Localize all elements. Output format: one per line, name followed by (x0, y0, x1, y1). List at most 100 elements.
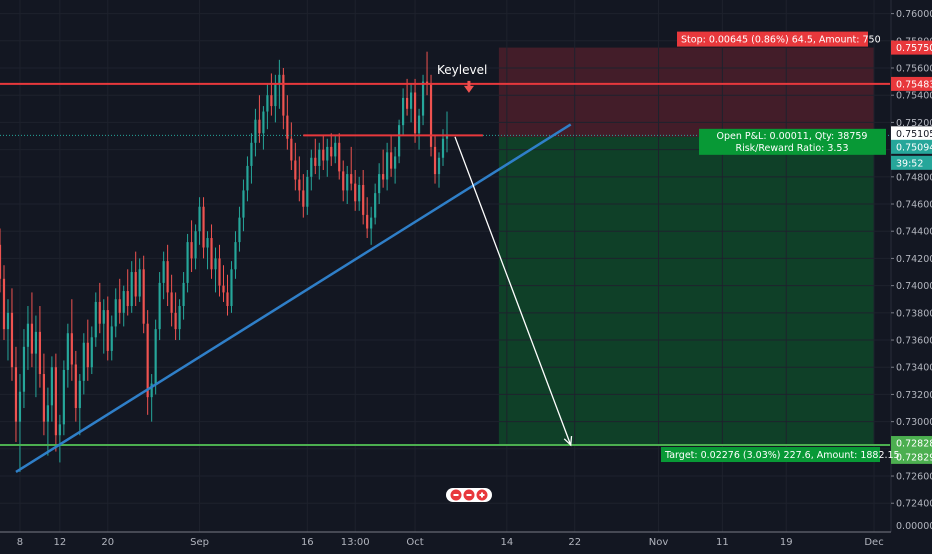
candle-body (0, 244, 2, 279)
candle-body (150, 383, 153, 398)
candle-body (286, 115, 289, 139)
candle-body (26, 323, 30, 347)
x-tick-label: 22 (568, 537, 581, 548)
candle-body (198, 206, 201, 232)
x-tick-label: 11 (716, 537, 729, 548)
y-tick-label: 0.72400 (896, 499, 932, 510)
candle-body (78, 380, 81, 409)
candle-body (326, 146, 329, 161)
y-tick-label: 0.73800 (896, 308, 932, 319)
target-price-tag: 0.72828 (896, 439, 932, 450)
candle-body (182, 282, 185, 307)
target-price-tag-bg (891, 436, 932, 451)
current-bid-tag-bg (891, 126, 932, 141)
support-price-tag-bg (891, 449, 932, 464)
candle-body (170, 292, 173, 313)
candle-body (142, 269, 145, 324)
x-tick-label: 12 (53, 537, 66, 548)
pnl-info-label-bg[interactable] (699, 128, 886, 155)
candle-body (274, 84, 277, 107)
candle-body (42, 374, 45, 422)
candle-body (429, 84, 433, 147)
x-tick-label: Sep (190, 537, 209, 548)
countdown-tag-bg (891, 155, 932, 170)
pnl-info-label[interactable]: Open P&L: 0.00011, Qty: 38759 (717, 131, 868, 142)
candle-body (46, 405, 49, 422)
time-axis-background (0, 532, 932, 550)
candle-body (346, 174, 349, 191)
candle-body (194, 231, 197, 259)
candle-body (58, 424, 61, 436)
candle-body (437, 157, 441, 175)
settings-icon-glyph (453, 494, 459, 496)
candle-body (278, 74, 281, 85)
candle-body (106, 310, 109, 351)
candle-body (174, 312, 177, 330)
candle-body (441, 138, 445, 158)
stop-info-label-bg[interactable] (677, 31, 868, 47)
candle-body (350, 174, 353, 184)
x-tick-label: Nov (649, 537, 669, 548)
stop-info-label[interactable]: Stop: 0.00645 (0.86%) 64.5, Amount: 750 (681, 35, 881, 46)
y-tick-label: 0.73000 (896, 417, 932, 428)
candle-body (306, 176, 309, 207)
candle-body (54, 367, 57, 436)
candle-body (338, 142, 341, 172)
y-tick-label: 0.75600 (896, 64, 932, 75)
stop-loss-zone[interactable] (498, 47, 875, 137)
candle-body (290, 138, 293, 161)
candle-body (34, 331, 38, 354)
candle-body (405, 97, 409, 109)
candle-body (178, 306, 181, 330)
candle-body (158, 282, 161, 330)
forecast-arrow-line[interactable] (454, 136, 572, 446)
keylevel-annotation[interactable]: Keylevel (437, 63, 487, 77)
candle-body (90, 337, 93, 368)
candle-body (401, 97, 405, 126)
candle-body (394, 156, 397, 169)
candle-body (413, 92, 417, 134)
candle-body (14, 367, 18, 422)
candle-body (374, 193, 377, 218)
candle-body (386, 152, 389, 180)
candle-body (370, 217, 373, 229)
target-info-label[interactable]: Target: 0.02276 (3.03%) 227.6, Amount: 1… (664, 450, 900, 461)
candle-body (186, 242, 189, 283)
candle-body (38, 331, 42, 375)
candle-body (262, 111, 265, 134)
candle-body (226, 292, 229, 307)
candle-body (390, 152, 393, 169)
target-info-label-bg[interactable] (661, 447, 880, 463)
candle-body (30, 323, 34, 354)
risk-reward-label[interactable]: Risk/Reward Ratio: 3.53 (735, 143, 848, 154)
x-tick-label: 19 (780, 537, 793, 548)
candle-body (130, 272, 133, 307)
down-arrow-icon (463, 85, 474, 93)
current-ask-tag-bg (891, 139, 932, 154)
candle-body (138, 269, 141, 297)
candle-body (362, 184, 365, 215)
candle-body (202, 206, 205, 248)
candle-body (218, 258, 221, 286)
candle-body (118, 299, 121, 313)
candle-body (110, 326, 113, 351)
y-zero-label: 0.00000 (896, 521, 932, 532)
candle-body (246, 165, 249, 191)
trendline[interactable] (15, 123, 572, 474)
y-tick-label: 0.74200 (896, 254, 932, 265)
y-tick-label: 0.73200 (896, 390, 932, 401)
candle-body (190, 242, 193, 259)
candle-body (314, 157, 317, 166)
candle-body (234, 242, 237, 270)
alert-icon-glyph (466, 494, 472, 496)
candle-body (322, 149, 325, 161)
take-profit-zone[interactable] (498, 136, 875, 446)
x-tick-label: Dec (864, 537, 883, 548)
candle-body (86, 342, 89, 368)
candle-body (82, 342, 85, 381)
candle-body (298, 179, 301, 191)
candle-body (18, 391, 22, 422)
candle-body (421, 81, 425, 116)
